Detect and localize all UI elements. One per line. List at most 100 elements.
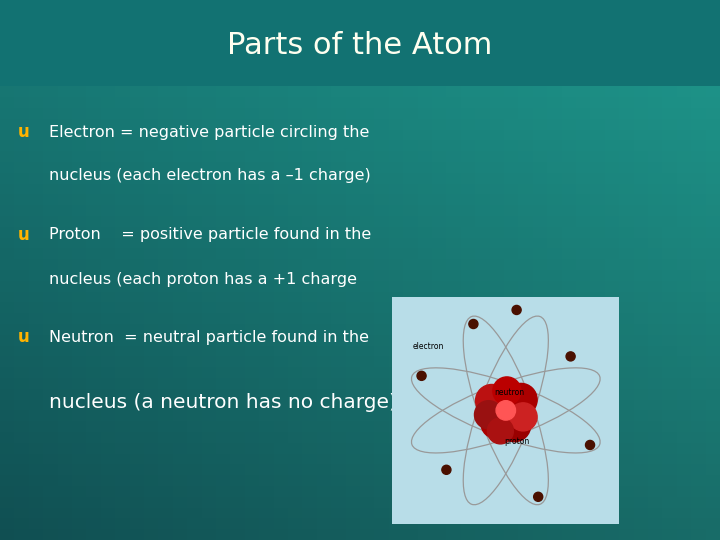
Bar bbox=[374, 76, 389, 86]
Bar bbox=[590, 421, 605, 432]
Bar bbox=[0, 54, 14, 65]
Bar bbox=[389, 108, 403, 119]
Bar bbox=[58, 508, 72, 518]
Bar bbox=[173, 497, 187, 508]
Bar bbox=[288, 65, 302, 76]
Bar bbox=[58, 410, 72, 421]
Bar bbox=[432, 281, 446, 292]
Bar bbox=[43, 421, 58, 432]
Bar bbox=[29, 421, 43, 432]
Bar bbox=[58, 43, 72, 54]
Bar bbox=[144, 151, 158, 162]
Bar bbox=[648, 464, 662, 475]
Bar bbox=[576, 508, 590, 518]
Bar bbox=[691, 65, 706, 76]
Bar bbox=[403, 367, 418, 378]
Bar bbox=[446, 497, 461, 508]
Bar bbox=[202, 259, 216, 270]
Bar bbox=[187, 270, 202, 281]
Bar bbox=[58, 97, 72, 108]
Bar bbox=[619, 302, 634, 313]
Bar bbox=[187, 162, 202, 173]
Bar bbox=[43, 238, 58, 248]
Bar bbox=[288, 529, 302, 540]
Bar bbox=[374, 11, 389, 22]
Bar bbox=[115, 410, 130, 421]
Bar bbox=[302, 475, 317, 486]
Bar bbox=[389, 292, 403, 302]
Bar bbox=[374, 130, 389, 140]
Bar bbox=[216, 335, 230, 346]
Bar bbox=[101, 486, 115, 497]
Bar bbox=[432, 389, 446, 400]
Bar bbox=[158, 454, 173, 464]
Bar bbox=[706, 378, 720, 389]
Bar bbox=[115, 54, 130, 65]
Bar bbox=[504, 173, 518, 184]
Bar bbox=[418, 119, 432, 130]
Bar bbox=[418, 184, 432, 194]
Bar bbox=[576, 151, 590, 162]
Bar bbox=[115, 151, 130, 162]
Bar bbox=[101, 443, 115, 454]
Bar bbox=[562, 140, 576, 151]
Bar bbox=[302, 367, 317, 378]
Bar bbox=[691, 76, 706, 86]
Bar bbox=[216, 76, 230, 86]
Bar bbox=[418, 76, 432, 86]
Bar bbox=[576, 108, 590, 119]
Bar bbox=[0, 76, 14, 86]
Bar bbox=[533, 194, 547, 205]
Bar bbox=[590, 464, 605, 475]
Bar bbox=[389, 86, 403, 97]
Bar bbox=[677, 238, 691, 248]
Bar bbox=[230, 454, 245, 464]
Bar bbox=[619, 356, 634, 367]
Bar bbox=[706, 65, 720, 76]
Bar bbox=[504, 443, 518, 454]
Bar bbox=[432, 324, 446, 335]
Bar bbox=[619, 378, 634, 389]
Bar bbox=[216, 508, 230, 518]
Bar bbox=[0, 173, 14, 184]
Bar bbox=[418, 151, 432, 162]
Bar bbox=[130, 378, 144, 389]
Bar bbox=[158, 151, 173, 162]
Bar bbox=[130, 346, 144, 356]
Bar bbox=[288, 497, 302, 508]
Text: nucleus (each proton has a +1 charge: nucleus (each proton has a +1 charge bbox=[49, 272, 357, 287]
Bar bbox=[144, 65, 158, 76]
Bar bbox=[374, 475, 389, 486]
Bar bbox=[677, 194, 691, 205]
Bar bbox=[317, 97, 331, 108]
Bar bbox=[346, 389, 360, 400]
Bar bbox=[691, 356, 706, 367]
Bar bbox=[403, 454, 418, 464]
Bar bbox=[115, 497, 130, 508]
Bar bbox=[461, 356, 475, 367]
Bar bbox=[130, 389, 144, 400]
Bar bbox=[230, 248, 245, 259]
Bar bbox=[648, 76, 662, 86]
Bar bbox=[58, 421, 72, 432]
Bar bbox=[202, 324, 216, 335]
Bar bbox=[360, 119, 374, 130]
Bar bbox=[432, 22, 446, 32]
Bar bbox=[101, 421, 115, 432]
Bar bbox=[245, 421, 259, 432]
Bar bbox=[130, 184, 144, 194]
Bar bbox=[14, 432, 29, 443]
Bar bbox=[389, 389, 403, 400]
Bar bbox=[677, 162, 691, 173]
Bar bbox=[216, 270, 230, 281]
Bar bbox=[533, 518, 547, 529]
Bar bbox=[418, 324, 432, 335]
Bar bbox=[346, 281, 360, 292]
Bar bbox=[677, 346, 691, 356]
Bar bbox=[101, 194, 115, 205]
Bar bbox=[677, 335, 691, 346]
Bar bbox=[202, 378, 216, 389]
Bar bbox=[187, 313, 202, 324]
Bar bbox=[14, 529, 29, 540]
Bar bbox=[158, 529, 173, 540]
